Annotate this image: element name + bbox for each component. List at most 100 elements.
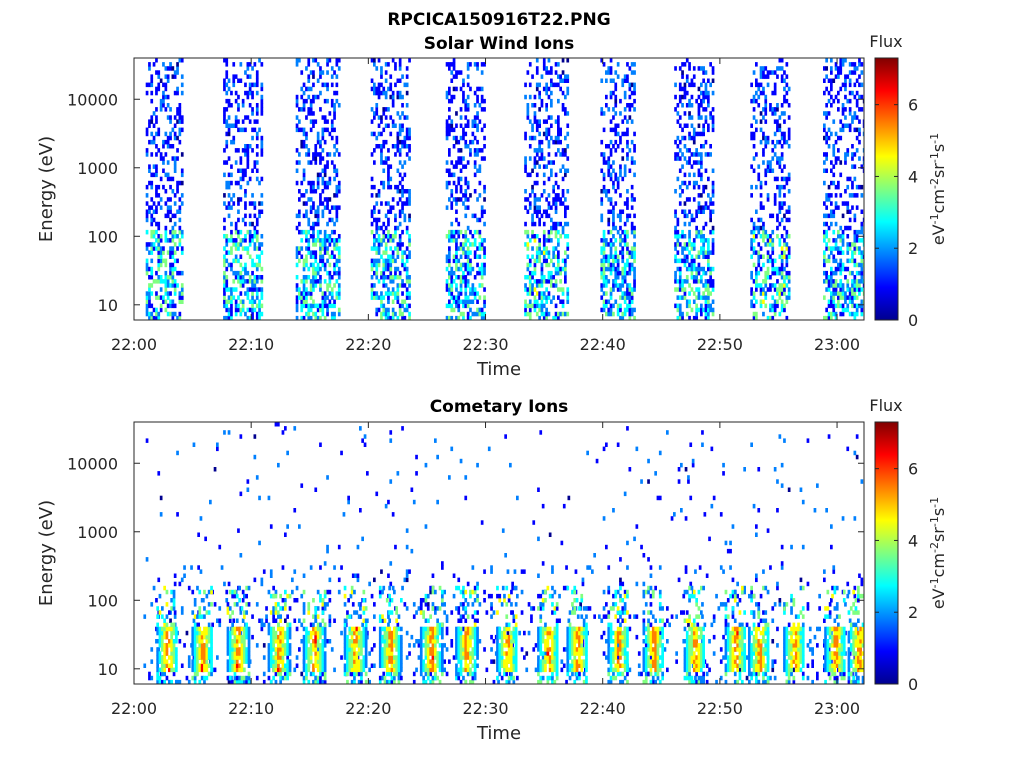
heatmap-cell	[776, 303, 779, 309]
heatmap-cell	[466, 266, 470, 272]
heatmap-cell	[466, 119, 470, 124]
heatmap-cell	[851, 156, 854, 161]
heatmap-cell	[832, 119, 836, 124]
heatmap-cell	[330, 103, 334, 108]
heatmap-cell	[564, 152, 567, 157]
heatmap-cell	[628, 86, 632, 92]
heatmap-cell	[783, 135, 786, 141]
heatmap-cell	[559, 74, 562, 79]
heatmap-cell	[459, 602, 463, 607]
heatmap-cell	[176, 107, 179, 112]
heatmap-cell	[286, 524, 289, 529]
heatmap-cell	[764, 98, 768, 104]
heatmap-cell	[216, 618, 219, 623]
heatmap-cell	[832, 172, 836, 178]
heatmap-cell	[476, 593, 479, 599]
heatmap-cell	[441, 634, 444, 640]
heatmap-cell	[370, 176, 374, 182]
heatmap-cell	[683, 287, 687, 292]
heatmap-cell	[621, 176, 625, 182]
heatmap-cell	[778, 189, 782, 194]
heatmap-cell	[298, 250, 301, 255]
heatmap-cell	[445, 287, 449, 292]
heatmap-cell	[150, 180, 154, 186]
heatmap-cell	[396, 254, 400, 259]
heatmap-cell	[398, 671, 402, 677]
heatmap-cell	[148, 315, 151, 321]
heatmap-cell	[702, 246, 705, 251]
heatmap-cell	[614, 225, 618, 231]
heatmap-cell	[457, 295, 461, 300]
heatmap-cell	[328, 242, 332, 247]
heatmap-cell	[389, 438, 393, 443]
heatmap-cell	[473, 90, 477, 96]
heatmap-cell	[551, 565, 554, 570]
heatmap-cell	[445, 671, 449, 677]
heatmap-cell	[858, 287, 861, 292]
heatmap-cell	[305, 131, 308, 137]
heatmap-cell	[545, 209, 548, 214]
heatmap-cell	[830, 86, 833, 92]
heatmap-cell	[711, 107, 715, 112]
heatmap-cell	[251, 307, 254, 313]
heatmap-cell	[844, 86, 847, 92]
heatmap-cell	[609, 127, 613, 133]
heatmap-cell	[778, 139, 782, 145]
heatmap-cell	[448, 180, 451, 186]
heatmap-cell	[700, 250, 703, 255]
heatmap-cell	[702, 123, 705, 128]
heatmap-cell	[700, 176, 703, 182]
heatmap-cell	[755, 311, 758, 317]
heatmap-cell	[312, 242, 315, 247]
heatmap-cell	[408, 193, 411, 198]
heatmap-cell	[839, 160, 843, 165]
heatmap-cell	[697, 115, 701, 120]
heatmap-cell	[401, 193, 404, 198]
heatmap-cell	[445, 127, 449, 133]
heatmap-cell	[295, 655, 299, 660]
heatmap-cell	[302, 279, 306, 284]
heatmap-cell	[626, 303, 629, 309]
heatmap-cell	[384, 258, 388, 264]
heatmap-cell	[166, 213, 170, 219]
heatmap-cell	[241, 303, 245, 309]
heatmap-cell	[448, 250, 451, 255]
heatmap-cell	[452, 229, 456, 235]
heatmap-cell	[199, 569, 203, 574]
heatmap-cell	[773, 152, 777, 157]
heatmap-cell	[526, 291, 530, 296]
heatmap-cell	[312, 94, 315, 100]
heatmap-cell	[839, 283, 843, 288]
heatmap-cell	[480, 283, 484, 288]
heatmap-cell	[293, 618, 297, 623]
heatmap-cell	[605, 103, 608, 108]
heatmap-cell	[834, 221, 838, 227]
heatmap-cell	[373, 577, 376, 583]
heatmap-cell	[766, 82, 770, 88]
heatmap-cell	[762, 229, 765, 235]
heatmap-cell	[783, 303, 786, 309]
heatmap-cell	[255, 291, 259, 296]
heatmap-cell	[333, 115, 336, 120]
heatmap-cell	[848, 291, 852, 296]
heatmap-cell	[581, 581, 585, 587]
heatmap-cell	[759, 193, 763, 198]
heatmap-cell	[586, 565, 589, 570]
heatmap-cell	[380, 70, 383, 75]
heatmap-cell	[159, 156, 163, 161]
heatmap-cell	[566, 123, 570, 128]
heatmap-cell	[554, 270, 558, 276]
heatmap-cell	[846, 98, 850, 104]
heatmap-cell	[550, 258, 553, 264]
heatmap-cell	[178, 639, 182, 644]
heatmap-cell	[457, 160, 461, 165]
heatmap-cell	[176, 234, 179, 239]
heatmap-cell	[230, 234, 233, 239]
heatmap-cell	[755, 90, 758, 96]
heatmap-cell	[319, 246, 322, 251]
heatmap-cell	[755, 250, 758, 255]
heatmap-cell	[314, 279, 318, 284]
heatmap-cell	[464, 115, 468, 120]
heatmap-cell	[554, 266, 558, 272]
heatmap-cell	[531, 221, 534, 227]
